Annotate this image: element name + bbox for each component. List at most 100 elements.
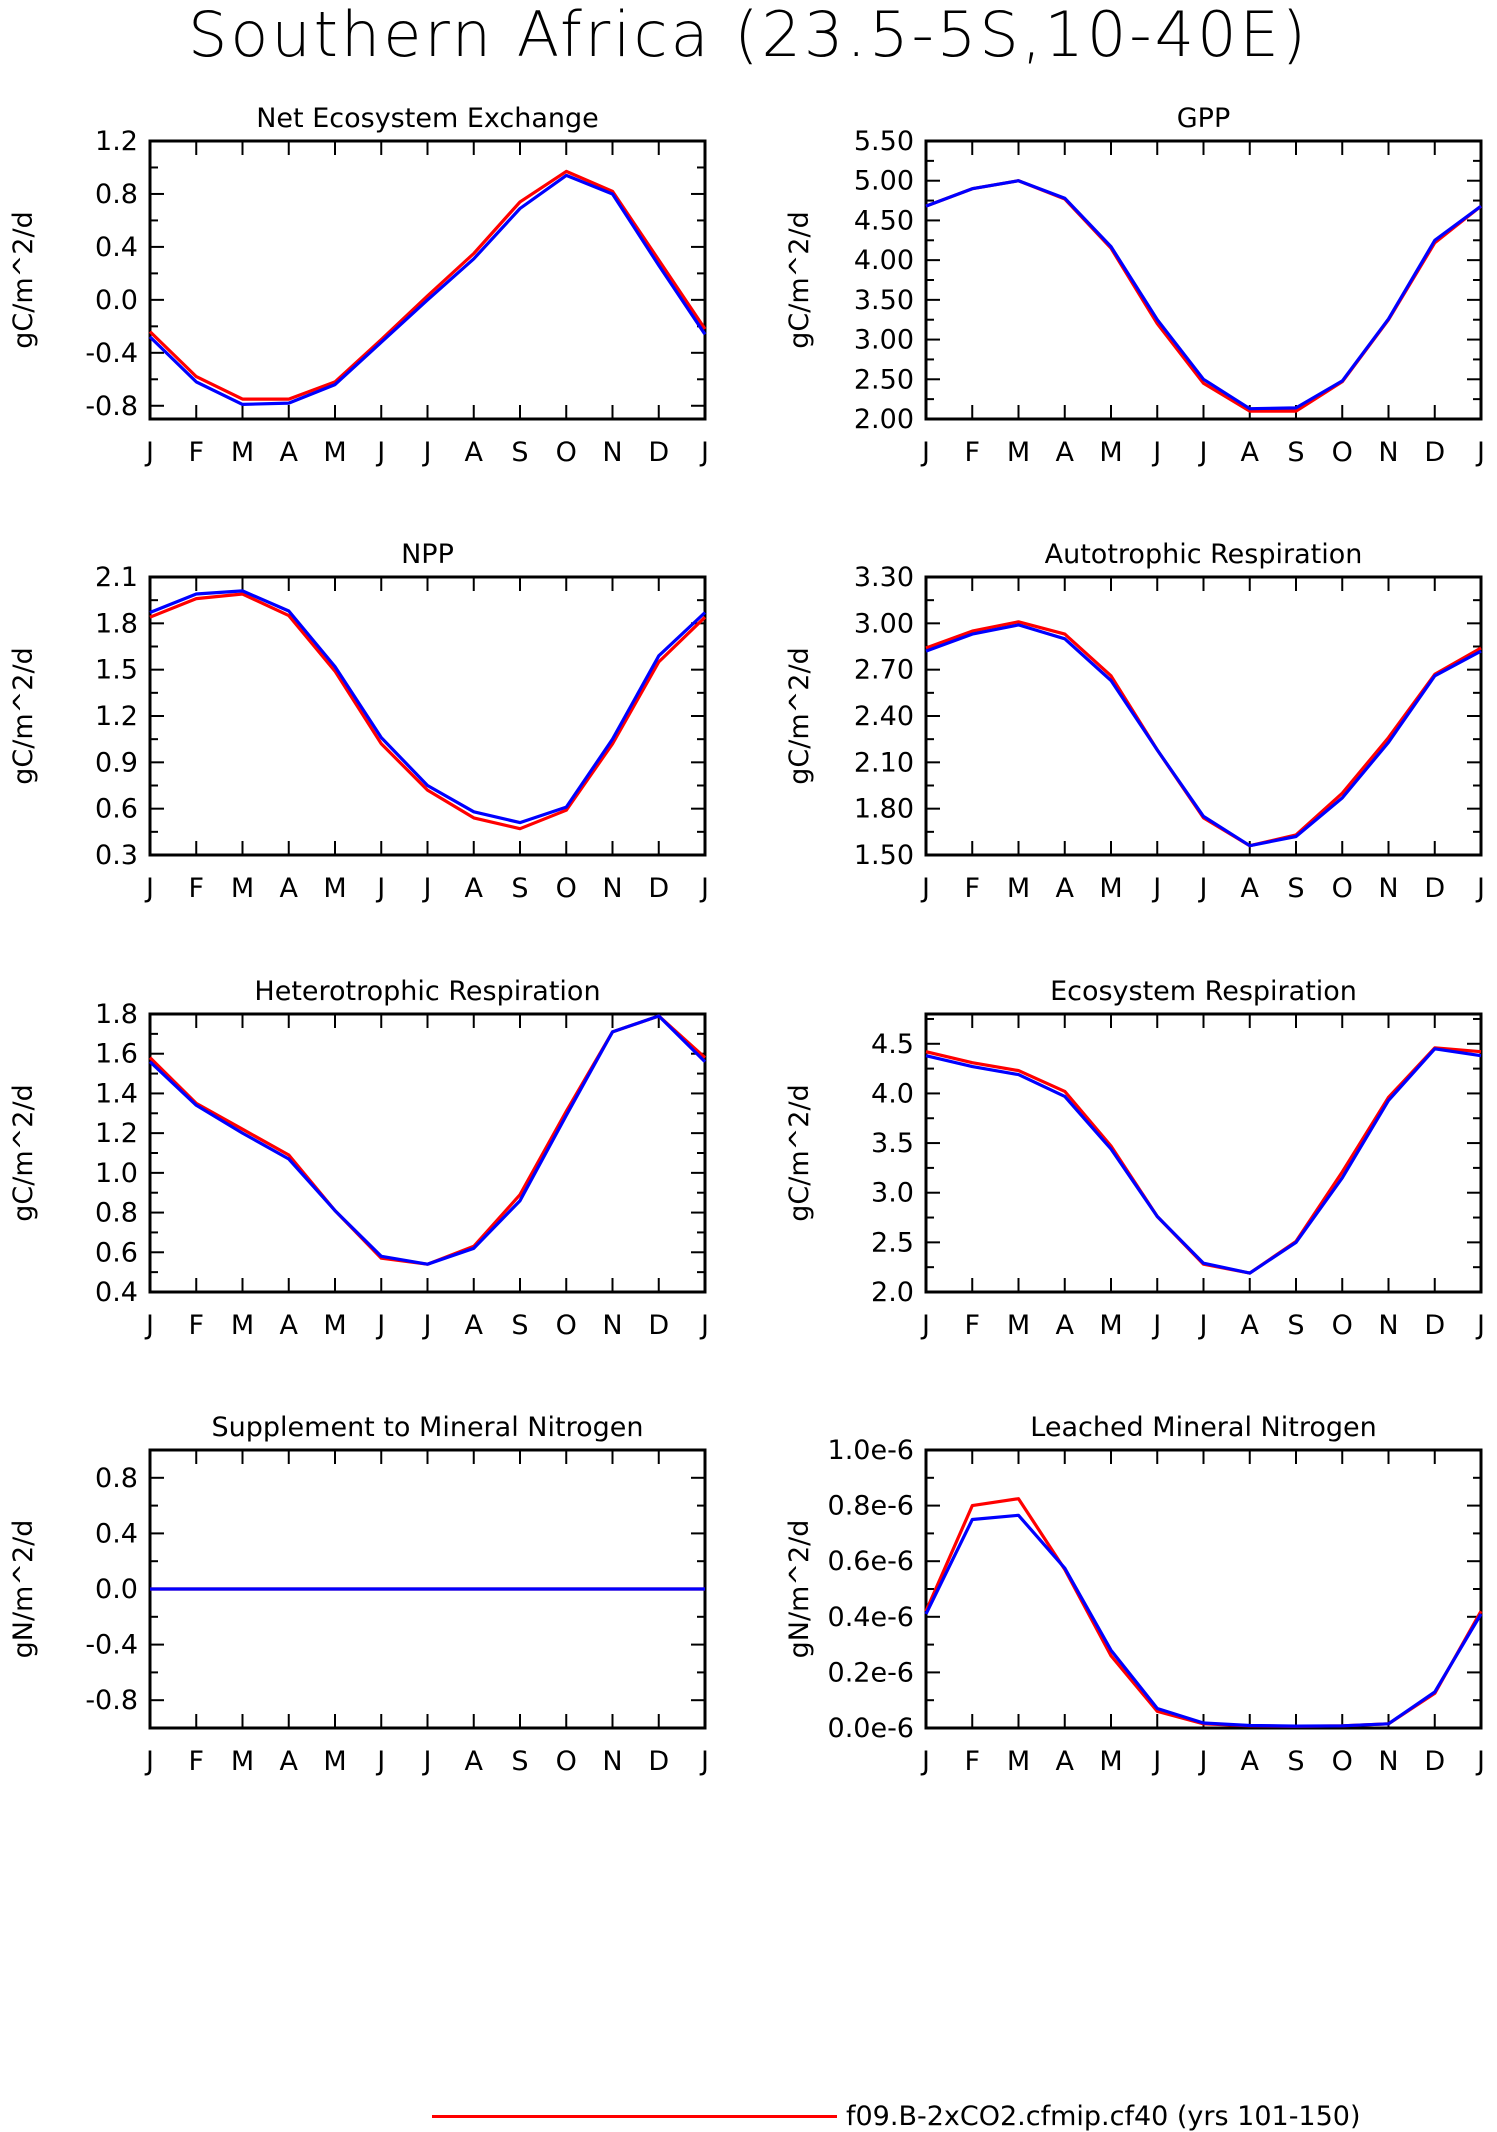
panel-4-xtick-label: A <box>1056 873 1075 904</box>
panel-5-xtick-label: A <box>465 1310 484 1341</box>
panel-5-xtick-label: M <box>231 1310 254 1341</box>
panel-3-ytick-label: 0.3 <box>95 840 138 871</box>
panel-5-ytick-label: 1.8 <box>95 999 138 1030</box>
panel-1-xtick-label: D <box>648 437 669 468</box>
panel-5-ytick-label: 0.4 <box>95 1277 138 1308</box>
panel-4-series-blue-line <box>925 623 1482 848</box>
panel-1-ytick-label: 0.0 <box>95 285 138 316</box>
panel-5-series-red-line <box>148 1014 707 1266</box>
panel-8-ylabel: gN/m^2/d <box>784 1520 815 1659</box>
panel-3-frame <box>148 575 707 857</box>
panel-3-xtick-label: M <box>323 873 346 904</box>
panel-6-xtick-label: S <box>1287 1310 1304 1341</box>
panel-6-xtick-label: O <box>1332 1310 1353 1341</box>
panel-2-title: GPP <box>1177 103 1231 134</box>
panel-1-ylabel: gC/m^2/d <box>8 211 39 348</box>
panel-3-ytick-label: 2.1 <box>95 562 138 593</box>
panel-4-xtick-label: F <box>964 873 980 904</box>
panel-6-xtick-label: J <box>920 1310 930 1341</box>
panel-8-title: Leached Mineral Nitrogen <box>1030 1412 1376 1443</box>
panel-8-ytick-label: 0.6e-6 <box>828 1546 914 1577</box>
panel-4-xtick-label: J <box>920 873 930 904</box>
panel-3-ytick-label: 0.6 <box>95 794 138 825</box>
panel-7-ytick-label: 0.8 <box>95 1463 138 1494</box>
panel-2-ytick-label: 4.00 <box>854 245 914 276</box>
panel-8-ytick-label: 1.0e-6 <box>828 1435 914 1466</box>
panel-3-xtick-label: J <box>699 873 709 904</box>
panel-2-xtick-label: F <box>964 437 980 468</box>
panel-1-xtick-label: F <box>188 437 204 468</box>
panel-3-xtick-label: J <box>144 873 154 904</box>
panel-2-xtick-label: J <box>1151 437 1161 468</box>
panel-8-xtick-label: N <box>1378 1746 1398 1777</box>
panel-3-xtick-label: O <box>556 873 577 904</box>
panel-7-ytick-label: 0.4 <box>95 1518 138 1549</box>
panel-5-xtick-label: D <box>648 1310 669 1341</box>
panel-8-xtick-label: J <box>920 1746 930 1777</box>
panel-5-title: Heterotrophic Respiration <box>254 976 600 1007</box>
panel-2-xtick-label: O <box>1332 437 1353 468</box>
panel-1-xtick-label: J <box>699 437 709 468</box>
panel-8-xtick-label: S <box>1287 1746 1304 1777</box>
panel-6-series-blue-line <box>925 1047 1482 1275</box>
panel-3-xtick-label: N <box>602 873 622 904</box>
panel-6-ytick-label: 4.5 <box>871 1029 914 1060</box>
panel-3-title: NPP <box>401 539 454 570</box>
panel-4-ytick-label: 1.80 <box>854 794 914 825</box>
panel-3-ylabel: gC/m^2/d <box>8 647 39 784</box>
panel-1-xtick-label: S <box>511 437 528 468</box>
panel-2-xtick-label: J <box>920 437 930 468</box>
panel-2-xtick-label: A <box>1241 437 1260 468</box>
panel-7-ytick-label: -0.4 <box>85 1630 138 1661</box>
panel-5-series-blue-line <box>148 1014 707 1266</box>
panel-1-xtick-label: O <box>556 437 577 468</box>
panel-8-series-red-line <box>924 1497 1483 1728</box>
panel-4-ylabel: gC/m^2/d <box>784 647 815 784</box>
panel-3-ytick-label: 1.8 <box>95 608 138 639</box>
panel-1-xtick-label: J <box>422 437 432 468</box>
panel-6-ylabel: gC/m^2/d <box>784 1084 815 1221</box>
panel-2-series-blue-line <box>925 179 1482 411</box>
panel-6-ytick-label: 2.5 <box>871 1227 914 1258</box>
panel-6-xtick-label: D <box>1424 1310 1445 1341</box>
panel-1-ytick-label: 1.2 <box>95 126 138 157</box>
panel-3-xtick-label: D <box>648 873 669 904</box>
panel-6-xtick-label: M <box>1099 1310 1122 1341</box>
panel-8-xtick-label: D <box>1424 1746 1445 1777</box>
panel-2-ytick-label: 3.00 <box>854 325 914 356</box>
panel-1-ytick-label: -0.8 <box>85 391 138 422</box>
panel-1-xtick-label: J <box>375 437 385 468</box>
panel-1-xtick-label: J <box>144 437 154 468</box>
panel-8-xtick-label: O <box>1332 1746 1353 1777</box>
panel-4-xtick-label: J <box>1475 873 1485 904</box>
panel-8-xtick-label: M <box>1099 1746 1122 1777</box>
panel-8-series-blue-line <box>924 1513 1483 1728</box>
panel-5-xtick-label: A <box>280 1310 299 1341</box>
panel-4-ytick-label: 2.10 <box>854 747 914 778</box>
panel-7-xtick-label: J <box>144 1746 154 1777</box>
panel-5-ytick-label: 1.6 <box>95 1039 138 1070</box>
panel-3-ytick-label: 0.9 <box>95 747 138 778</box>
panel-1-ytick-label: 0.8 <box>95 179 138 210</box>
panel-6-frame <box>924 1012 1483 1294</box>
panel-6-xtick-label: M <box>1007 1310 1030 1341</box>
panel-1-xtick-label: A <box>465 437 484 468</box>
panel-4-xtick-label: A <box>1241 873 1260 904</box>
panel-8-xtick-label: A <box>1241 1746 1260 1777</box>
panel-4-xtick-label: J <box>1151 873 1161 904</box>
panel-5-xtick-label: J <box>144 1310 154 1341</box>
panel-4-ytick-label: 3.30 <box>854 562 914 593</box>
panel-4-title: Autotrophic Respiration <box>1045 539 1363 570</box>
panel-5-ytick-label: 1.0 <box>95 1158 138 1189</box>
panel-4-xtick-label: J <box>1198 873 1208 904</box>
panel-3-xtick-label: F <box>188 873 204 904</box>
panel-2-ytick-label: 3.50 <box>854 285 914 316</box>
panel-1-title: Net Ecosystem Exchange <box>256 103 599 134</box>
panel-7-xtick-label: M <box>323 1746 346 1777</box>
panel-5-ytick-label: 0.6 <box>95 1237 138 1268</box>
panel-4-xtick-label: N <box>1378 873 1398 904</box>
panel-1-series-blue-line <box>148 173 707 406</box>
panel-3-xtick-label: A <box>465 873 484 904</box>
panel-3-series-red-line <box>149 592 707 831</box>
